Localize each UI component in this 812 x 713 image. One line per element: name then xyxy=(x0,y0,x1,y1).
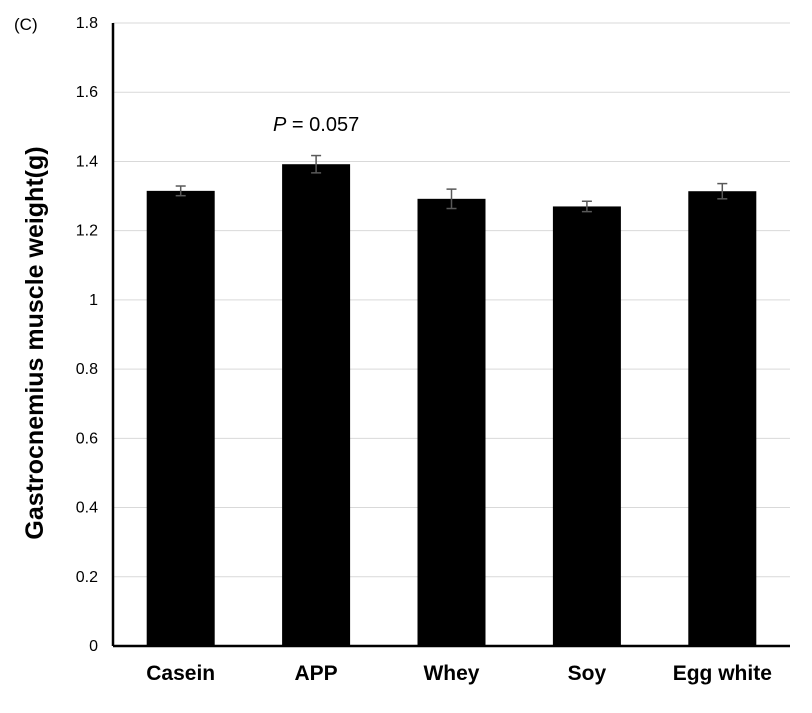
bar-casein xyxy=(146,190,215,646)
x-tick-label: APP xyxy=(295,662,338,685)
x-tick-labels: Casein APP Whey Soy Egg white xyxy=(146,662,772,685)
x-tick-label: Soy xyxy=(568,662,607,685)
y-tick-label: 0.2 xyxy=(76,569,98,586)
error-bar xyxy=(446,188,457,210)
error-bar xyxy=(311,154,322,174)
annotations: P = 0.057 xyxy=(273,114,359,136)
error-bar xyxy=(581,200,592,213)
y-tick-label: 1.8 xyxy=(76,15,98,32)
y-tick-label: 1 xyxy=(89,292,98,309)
x-tick-label: Whey xyxy=(423,662,479,685)
panel-label: (C) xyxy=(14,15,38,34)
y-tick-label: 0.6 xyxy=(76,430,98,447)
p-value-annotation: P = 0.057 xyxy=(273,114,359,136)
error-bar xyxy=(717,182,728,200)
bar-whey xyxy=(417,198,486,646)
y-tick-labels: 0 0.2 0.4 0.6 0.8 1 1.2 1.4 1.6 1.8 xyxy=(76,15,98,655)
bar-egg-white xyxy=(688,191,757,646)
x-tick-label: Casein xyxy=(146,662,215,685)
bar-app xyxy=(282,164,351,647)
y-tick-label: 1.2 xyxy=(76,223,98,240)
error-bars xyxy=(175,154,728,213)
y-tick-label: 0.4 xyxy=(76,500,98,517)
axes xyxy=(111,23,790,648)
y-tick-label: 0 xyxy=(89,638,98,655)
bar-soy xyxy=(552,206,621,646)
y-tick-label: 1.4 xyxy=(76,153,98,170)
y-tick-label: 1.6 xyxy=(76,84,98,101)
y-tick-label: 0.8 xyxy=(76,361,98,378)
y-axis-title: Gastrocnemius muscle weight(g) xyxy=(21,146,49,539)
error-bar xyxy=(175,185,186,197)
x-tick-label: Egg white xyxy=(673,662,772,685)
bars xyxy=(146,164,757,647)
